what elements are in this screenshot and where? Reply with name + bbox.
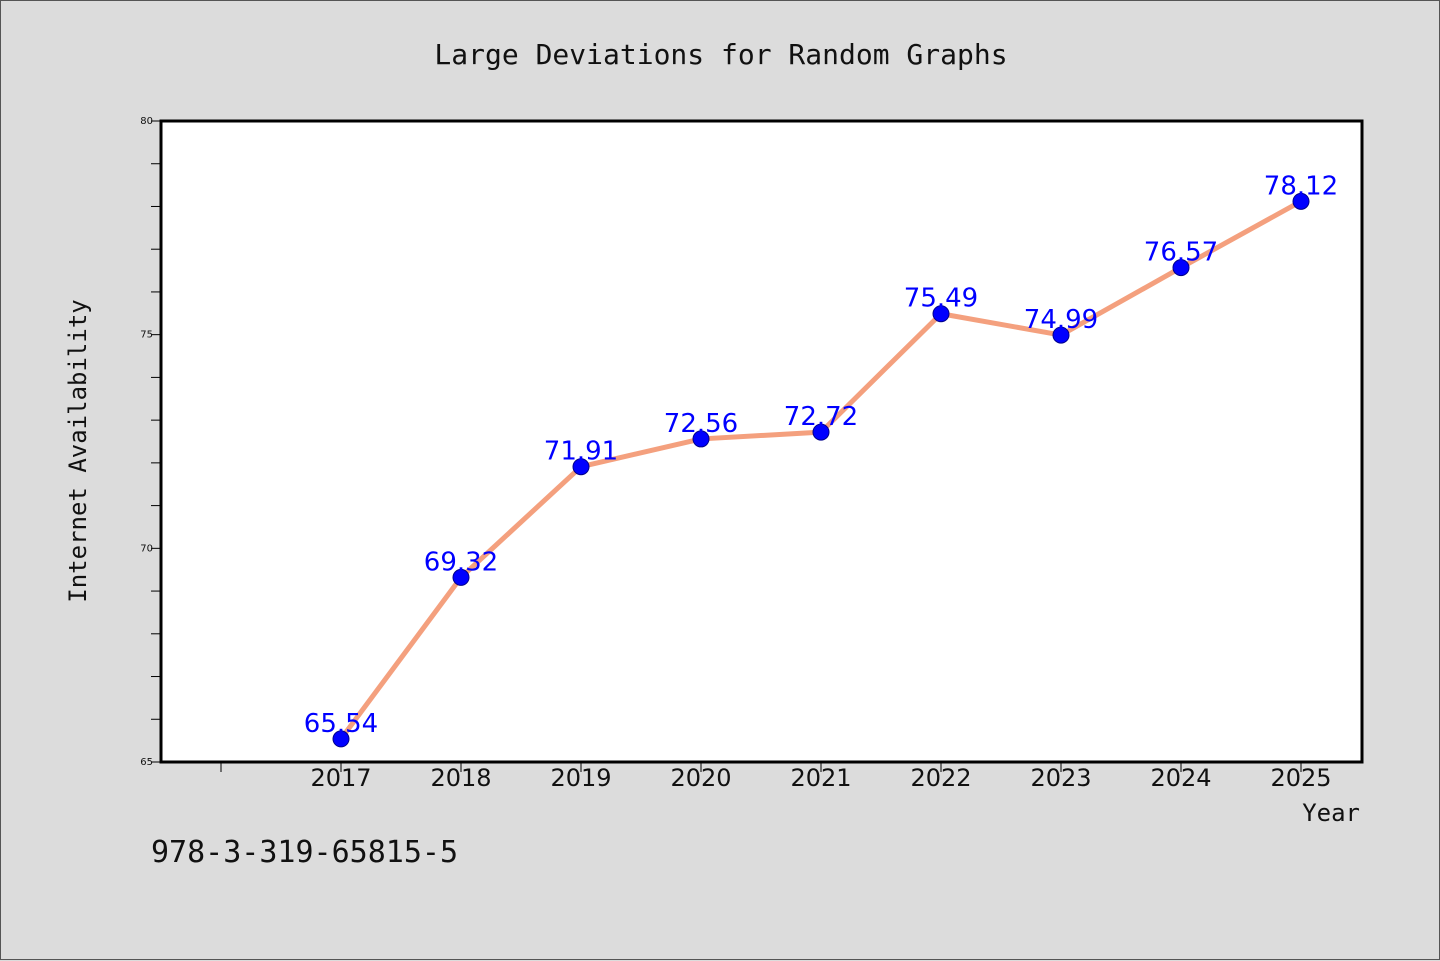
y-axis: 65 70 75 80: [140, 116, 161, 768]
data-label: 72.56: [664, 409, 738, 439]
data-point: [1292, 192, 1310, 210]
x-tick-label: 2021: [790, 764, 851, 792]
data-labels: 65.54 69.32 71.91 72.56 72.72 75.49 74.99 76.57…: [304, 171, 1338, 739]
y-tick-label: 70: [140, 543, 153, 554]
data-points: [332, 192, 1310, 748]
y-axis-label: Internet Availability: [64, 299, 92, 602]
x-tick-label: 2025: [1270, 764, 1331, 792]
data-label: 74.99: [1024, 305, 1098, 335]
y-tick-label: 80: [140, 116, 153, 127]
data-label: 65.54: [304, 709, 378, 739]
data-point: [1172, 259, 1190, 277]
x-tick-label: 2022: [910, 764, 971, 792]
x-axis: 2017 2018 2019 2020 2021 2022 2023 2024 2025: [220, 762, 1332, 792]
data-point: [692, 430, 710, 448]
data-point: [1052, 326, 1070, 344]
x-tick-label: 2023: [1030, 764, 1091, 792]
x-tick-label: 2019: [550, 764, 611, 792]
data-point: [572, 458, 590, 476]
x-tick-label: 2017: [310, 764, 371, 792]
data-label: 69.32: [424, 547, 498, 577]
data-point: [332, 730, 350, 748]
plot-area: [159, 119, 1364, 764]
y-tick-label: 75: [140, 330, 153, 341]
chart-title: Large Deviations for Random Graphs: [434, 38, 1007, 71]
data-label: 78.12: [1264, 171, 1338, 201]
x-tick-label: 2024: [1150, 764, 1211, 792]
x-tick-label: 2020: [670, 764, 731, 792]
data-label: 72.72: [784, 402, 858, 432]
y-tick-label: 65: [140, 757, 153, 768]
data-point: [812, 423, 830, 441]
data-label: 75.49: [904, 284, 978, 314]
data-point: [932, 305, 950, 323]
data-point: [452, 568, 470, 586]
x-axis-label: Year: [1302, 799, 1360, 827]
data-label: 71.91: [544, 437, 618, 467]
isbn-text: 978-3-319-65815-5: [151, 835, 459, 870]
data-label: 76.57: [1144, 238, 1218, 268]
x-tick-label: 2018: [430, 764, 491, 792]
